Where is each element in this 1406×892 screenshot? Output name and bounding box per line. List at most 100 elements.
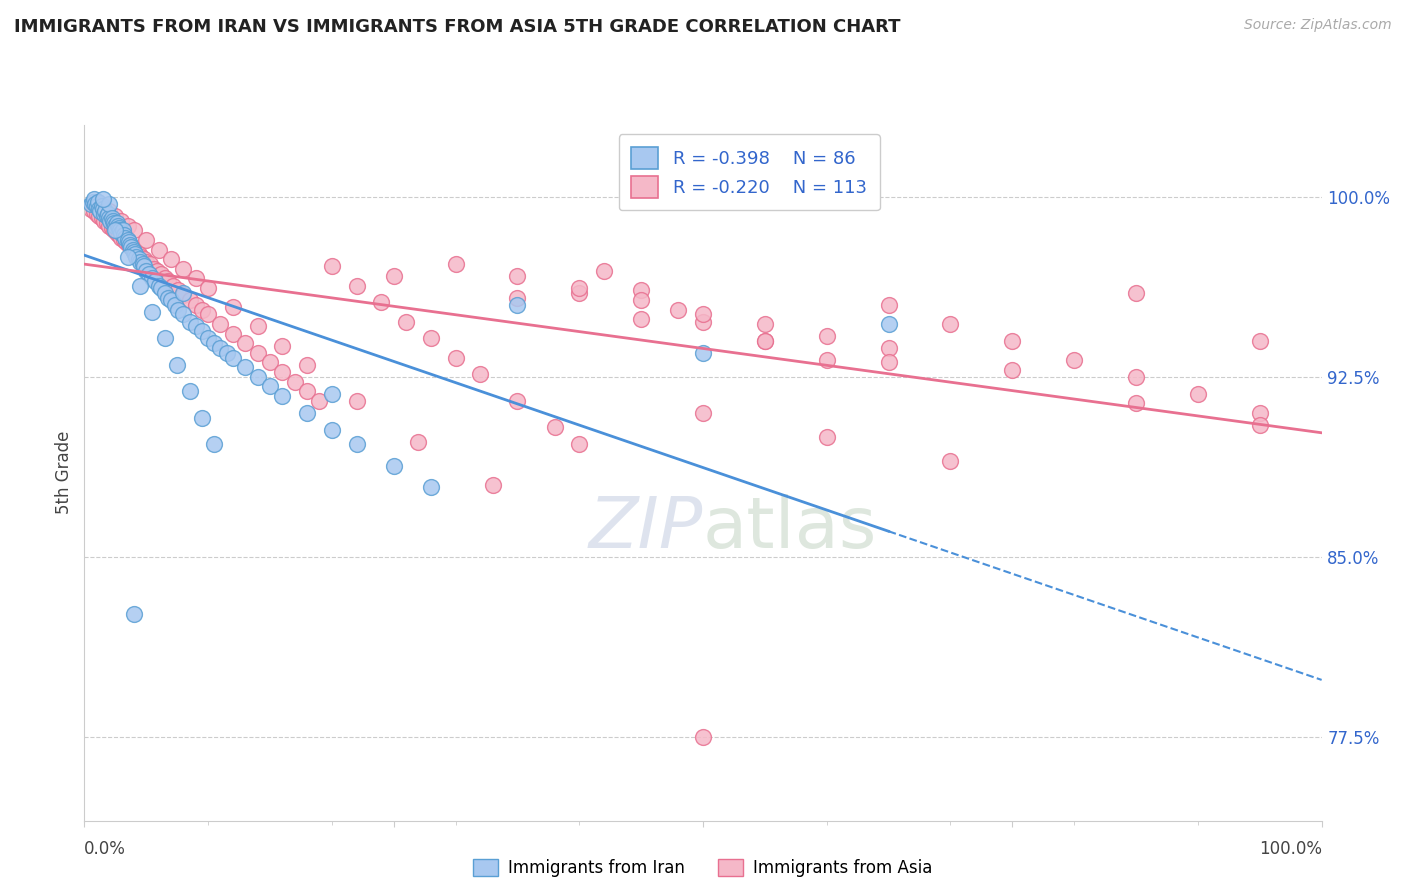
Point	[96, 209, 118, 223]
Point	[419, 480, 441, 494]
Point	[939, 317, 962, 331]
Point	[89, 209, 111, 223]
Point	[172, 285, 194, 300]
Point	[191, 410, 214, 425]
Point	[295, 384, 318, 399]
Point	[86, 194, 108, 209]
Point	[321, 423, 343, 437]
Point	[117, 250, 139, 264]
Point	[197, 331, 219, 345]
Point	[271, 338, 294, 352]
Point	[98, 204, 121, 219]
Point	[1125, 285, 1147, 300]
Point	[215, 346, 238, 360]
Point	[692, 346, 714, 360]
Point	[132, 260, 155, 274]
Point	[295, 406, 318, 420]
Point	[754, 334, 776, 348]
Point	[1249, 334, 1271, 348]
Point	[1063, 353, 1085, 368]
Point	[815, 430, 838, 444]
Point	[1249, 417, 1271, 432]
Point	[101, 214, 124, 228]
Point	[121, 243, 143, 257]
Point	[568, 437, 591, 451]
Point	[122, 223, 145, 237]
Point	[692, 730, 714, 744]
Point	[115, 235, 138, 250]
Point	[96, 216, 118, 230]
Point	[91, 199, 114, 213]
Point	[120, 240, 142, 254]
Point	[157, 291, 180, 305]
Point	[108, 228, 131, 243]
Point	[408, 434, 430, 449]
Point	[202, 437, 225, 451]
Point	[346, 437, 368, 451]
Point	[110, 214, 132, 228]
Point	[86, 199, 108, 213]
Point	[135, 264, 157, 278]
Point	[91, 192, 114, 206]
Point	[233, 360, 256, 375]
Point	[141, 305, 163, 319]
Point	[122, 245, 145, 260]
Point	[105, 216, 128, 230]
Point	[877, 317, 900, 331]
Text: Source: ZipAtlas.com: Source: ZipAtlas.com	[1244, 18, 1392, 32]
Point	[259, 355, 281, 369]
Point	[83, 192, 105, 206]
Point	[150, 281, 173, 295]
Point	[172, 288, 194, 302]
Point	[160, 293, 183, 307]
Y-axis label: 5th Grade: 5th Grade	[55, 431, 73, 515]
Point	[141, 271, 163, 285]
Point	[114, 230, 136, 244]
Point	[692, 307, 714, 321]
Point	[191, 324, 214, 338]
Point	[82, 194, 104, 209]
Point	[103, 216, 125, 230]
Point	[157, 274, 180, 288]
Point	[117, 219, 139, 233]
Point	[630, 312, 652, 326]
Point	[163, 298, 186, 312]
Point	[284, 375, 307, 389]
Point	[209, 341, 232, 355]
Point	[179, 315, 201, 329]
Point	[1125, 396, 1147, 410]
Point	[666, 302, 689, 317]
Point	[120, 237, 142, 252]
Point	[94, 204, 117, 219]
Point	[98, 219, 121, 233]
Point	[104, 209, 127, 223]
Point	[1249, 406, 1271, 420]
Point	[295, 358, 318, 372]
Point	[112, 233, 135, 247]
Point	[222, 351, 245, 365]
Point	[444, 257, 467, 271]
Point	[86, 207, 108, 221]
Point	[162, 278, 184, 293]
Point	[246, 319, 269, 334]
Point	[129, 250, 152, 264]
Point	[79, 197, 101, 211]
Point	[112, 228, 135, 243]
Point	[91, 202, 114, 216]
Point	[93, 214, 115, 228]
Point	[118, 237, 141, 252]
Point	[202, 336, 225, 351]
Text: 0.0%: 0.0%	[84, 840, 127, 858]
Point	[246, 346, 269, 360]
Point	[122, 607, 145, 622]
Point	[630, 284, 652, 298]
Point	[89, 204, 111, 219]
Point	[271, 389, 294, 403]
Point	[111, 223, 134, 237]
Point	[108, 221, 131, 235]
Legend: Immigrants from Iran, Immigrants from Asia: Immigrants from Iran, Immigrants from As…	[467, 852, 939, 884]
Legend: R = -0.398    N = 86, R = -0.220    N = 113: R = -0.398 N = 86, R = -0.220 N = 113	[619, 134, 880, 211]
Point	[125, 245, 148, 260]
Point	[83, 204, 105, 219]
Point	[138, 267, 160, 281]
